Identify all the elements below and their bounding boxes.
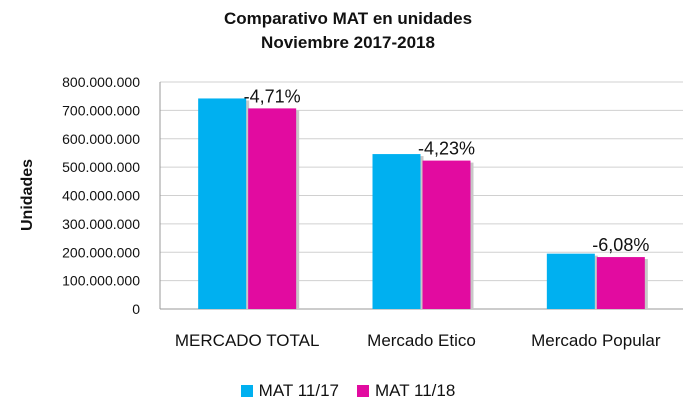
bar-chart: 0 100.000.000 200.000.000 300.000.000 400.00… xyxy=(19,74,683,350)
y-tick-label: 200.000.000 xyxy=(62,244,140,260)
y-tick-label: 800.000.000 xyxy=(62,74,140,90)
legend-item-mat-11-18: MAT 11/18 xyxy=(357,381,455,401)
annotations: -4,71% -4,23% -6,08% xyxy=(244,86,650,255)
legend-label: MAT 11/18 xyxy=(375,381,456,400)
y-tick-label: 600.000.000 xyxy=(62,131,140,147)
legend-swatch xyxy=(240,385,253,397)
chart-subtitle: Noviembre 2017-2018 xyxy=(261,33,435,52)
y-axis-label: Unidades xyxy=(19,159,36,231)
y-tick-label: 100.000.000 xyxy=(62,273,140,289)
legend-item-mat-11-17: MAT 11/17 xyxy=(240,381,339,401)
x-category-labels: MERCADO TOTAL Mercado Etico Mercado Popula… xyxy=(175,331,661,350)
y-tick-labels: 0 100.000.000 200.000.000 300.000.000 400.00… xyxy=(62,74,140,317)
data-label: -4,71% xyxy=(244,86,301,106)
x-tick-label: MERCADO TOTAL xyxy=(175,331,320,350)
x-tick-label: Mercado Popular xyxy=(531,331,661,350)
bar xyxy=(198,98,247,310)
legend-label: MAT 11/17 xyxy=(258,381,339,400)
legend: MAT 11/17 MAT 11/18 xyxy=(0,381,696,401)
bar xyxy=(422,160,471,309)
legend-swatch xyxy=(357,385,369,397)
y-tick-label: 700.000.000 xyxy=(62,102,140,118)
y-tick-label: 300.000.000 xyxy=(62,216,140,232)
bar xyxy=(546,253,595,309)
bar xyxy=(372,154,421,309)
bars xyxy=(198,98,648,310)
chart-title: Comparativo MAT en unidades xyxy=(223,9,473,28)
y-tick-label: 0 xyxy=(132,301,140,317)
y-tick-label: 500.000.000 xyxy=(62,159,140,175)
y-tick-label: 400.000.000 xyxy=(62,188,140,204)
data-label: -4,23% xyxy=(418,139,475,159)
data-label: -6,08% xyxy=(592,235,649,255)
bar xyxy=(596,257,645,309)
x-tick-label: Mercado Etico xyxy=(367,331,476,350)
bar xyxy=(248,108,297,309)
